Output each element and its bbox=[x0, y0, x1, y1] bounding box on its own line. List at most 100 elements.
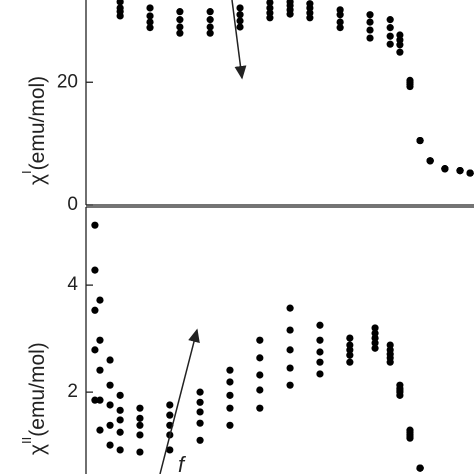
y-label-superscript: I bbox=[19, 170, 34, 174]
data-point bbox=[236, 17, 244, 25]
data-point bbox=[96, 366, 104, 374]
data-point bbox=[96, 426, 104, 434]
data-point bbox=[256, 336, 264, 344]
data-point bbox=[346, 351, 354, 359]
y-tick-label: 20 bbox=[57, 71, 78, 92]
data-point bbox=[176, 8, 184, 16]
data-point bbox=[116, 391, 124, 399]
data-point bbox=[426, 157, 434, 165]
data-point bbox=[236, 23, 244, 31]
data-point bbox=[116, 446, 124, 454]
data-point bbox=[96, 396, 104, 404]
data-point bbox=[196, 419, 204, 427]
data-point bbox=[206, 23, 214, 31]
data-point bbox=[406, 434, 414, 442]
data-point bbox=[166, 401, 174, 409]
data-point bbox=[166, 411, 174, 419]
data-point bbox=[286, 381, 294, 389]
data-point bbox=[236, 4, 244, 12]
y-tick-label: 2 bbox=[67, 381, 78, 402]
data-point bbox=[316, 370, 324, 378]
data-point bbox=[336, 24, 344, 32]
data-point bbox=[196, 388, 204, 396]
data-point bbox=[316, 336, 324, 344]
plot-area bbox=[116, 0, 474, 177]
data-point bbox=[366, 26, 374, 34]
data-point bbox=[136, 414, 144, 422]
data-point bbox=[371, 344, 379, 352]
data-point bbox=[286, 346, 294, 354]
data-point bbox=[176, 16, 184, 24]
data-point bbox=[91, 346, 99, 354]
data-point bbox=[226, 366, 234, 374]
data-point bbox=[346, 334, 354, 342]
y-label-symbol: χ bbox=[26, 174, 49, 185]
data-point bbox=[386, 16, 394, 24]
data-point bbox=[441, 165, 449, 173]
data-point bbox=[116, 0, 124, 6]
data-point bbox=[386, 40, 394, 48]
data-point bbox=[136, 431, 144, 439]
data-point bbox=[256, 371, 264, 379]
data-point bbox=[416, 464, 424, 472]
data-point bbox=[466, 169, 474, 177]
data-point bbox=[336, 11, 344, 19]
data-point bbox=[106, 401, 114, 409]
data-point bbox=[116, 12, 124, 20]
data-point bbox=[266, 0, 274, 7]
data-point bbox=[286, 364, 294, 372]
y-label-superscript: II bbox=[19, 437, 34, 444]
data-point bbox=[106, 356, 114, 364]
arrow bbox=[231, 0, 247, 80]
data-point bbox=[256, 386, 264, 394]
data-point bbox=[396, 391, 404, 399]
y-label-unit: (emu/mol) bbox=[26, 342, 49, 437]
data-point bbox=[96, 296, 104, 304]
data-point bbox=[106, 381, 114, 389]
data-point bbox=[91, 266, 99, 274]
data-point bbox=[366, 34, 374, 42]
plot-area bbox=[91, 221, 424, 472]
data-point bbox=[456, 167, 464, 175]
data-point bbox=[196, 436, 204, 444]
data-point bbox=[226, 378, 234, 386]
data-point bbox=[336, 18, 344, 26]
data-point bbox=[236, 11, 244, 19]
data-point bbox=[116, 406, 124, 414]
y-tick-label: 4 bbox=[67, 274, 78, 295]
data-point bbox=[386, 358, 394, 366]
y-axis-label: χII(emu/mol) bbox=[19, 342, 48, 455]
data-point bbox=[116, 416, 124, 424]
data-point bbox=[406, 82, 414, 91]
data-point bbox=[256, 354, 264, 362]
y-tick-label: 0 bbox=[67, 194, 78, 215]
data-point bbox=[206, 16, 214, 24]
data-point bbox=[136, 421, 144, 429]
data-point bbox=[396, 48, 404, 56]
annotation: f bbox=[178, 452, 187, 474]
arrow bbox=[159, 328, 200, 474]
data-point bbox=[136, 404, 144, 412]
data-point bbox=[286, 304, 294, 312]
data-point bbox=[346, 346, 354, 354]
data-point bbox=[91, 396, 99, 404]
data-point bbox=[91, 306, 99, 314]
data-point bbox=[396, 41, 404, 49]
data-point bbox=[116, 428, 124, 436]
data-point bbox=[386, 32, 394, 40]
data-point bbox=[386, 24, 394, 32]
data-point bbox=[106, 441, 114, 449]
data-point bbox=[416, 136, 424, 145]
data-point bbox=[306, 14, 314, 22]
data-point bbox=[146, 24, 154, 32]
data-point bbox=[176, 29, 184, 37]
data-point bbox=[371, 339, 379, 347]
data-point bbox=[316, 321, 324, 329]
y-label-unit: (emu/mol) bbox=[26, 76, 49, 171]
data-point bbox=[106, 421, 114, 429]
data-point bbox=[166, 446, 174, 454]
data-point bbox=[226, 421, 234, 429]
data-point bbox=[371, 324, 379, 332]
